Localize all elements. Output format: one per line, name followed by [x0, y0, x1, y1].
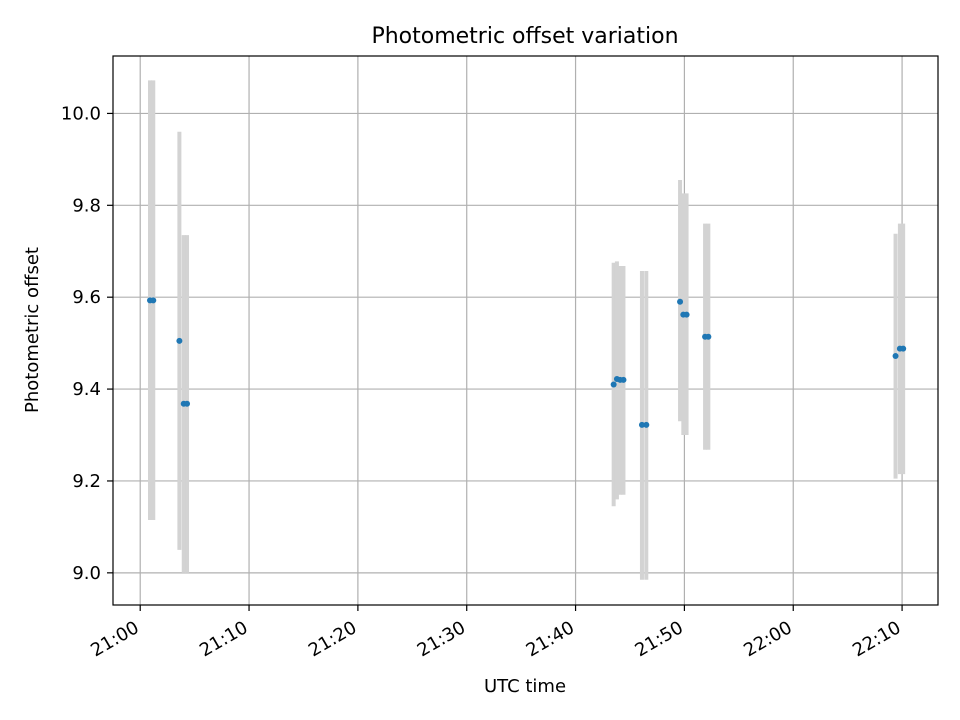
data-point — [620, 376, 627, 383]
data-point — [643, 421, 650, 428]
data-point — [892, 352, 899, 359]
plot-frame — [112, 55, 939, 606]
y-tick-label: 10.0 — [61, 103, 101, 124]
data-point — [638, 421, 645, 428]
y-tick-label: 9.6 — [72, 287, 101, 308]
y-tick-label: 9.0 — [72, 563, 101, 584]
y-tick-label: 9.2 — [72, 471, 101, 492]
data-point — [900, 345, 907, 352]
y-tick-label: 9.8 — [72, 195, 101, 216]
data-point — [677, 298, 684, 305]
chart-title: Photometric offset variation — [371, 24, 678, 49]
data-point — [610, 381, 617, 388]
y-tick-label: 9.4 — [72, 379, 101, 400]
point-layer — [147, 297, 907, 428]
x-axis-title: UTC time — [484, 676, 566, 697]
data-point — [184, 400, 191, 407]
data-point — [176, 337, 183, 344]
data-point — [683, 311, 690, 318]
data-point — [150, 297, 157, 304]
data-point — [705, 333, 712, 340]
y-axis-title: Photometric offset — [22, 247, 43, 413]
